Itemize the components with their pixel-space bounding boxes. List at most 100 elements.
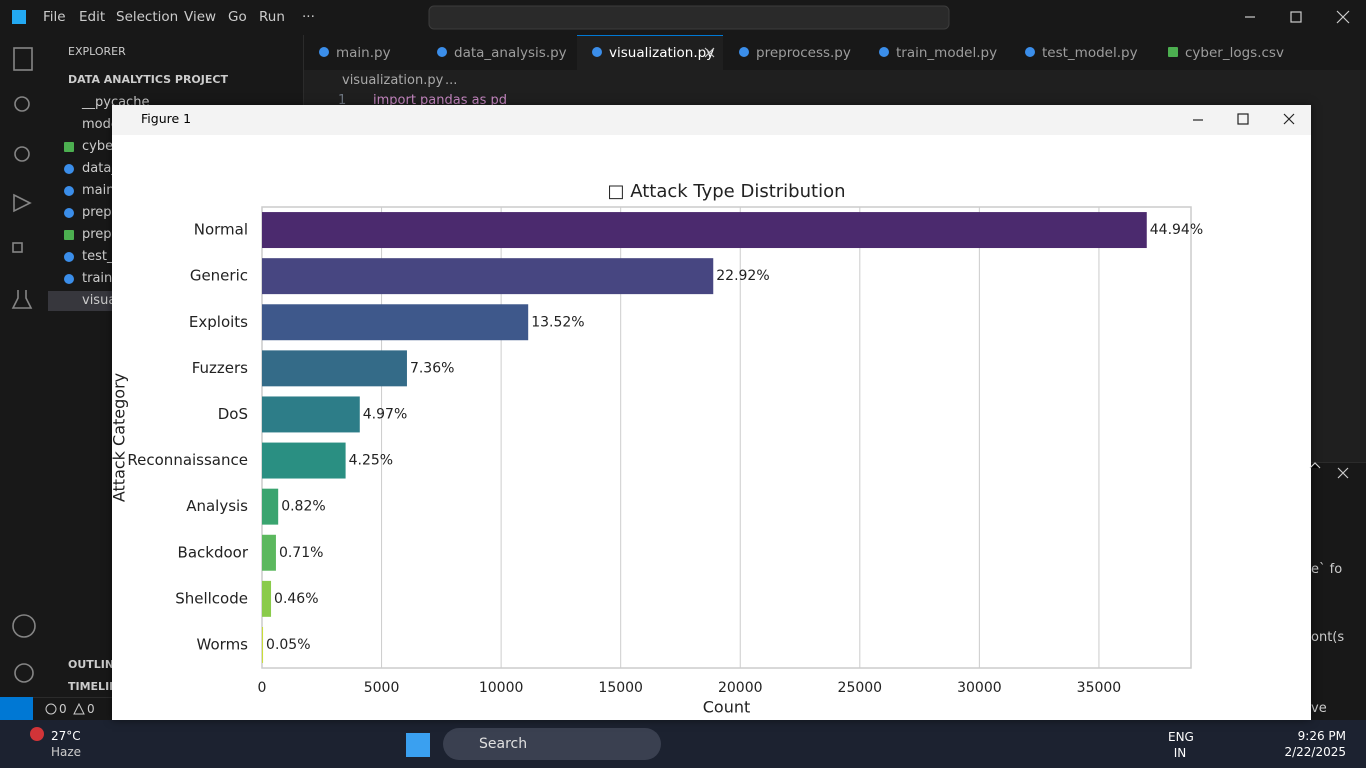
menu-item[interactable]: ··· (302, 9, 315, 25)
explorer-item[interactable]: cyber (82, 139, 119, 154)
explorer-icon (64, 274, 74, 284)
region[interactable]: IN (1173, 746, 1187, 760)
plot-frame (261, 206, 1192, 669)
tab-label[interactable]: cyber_logs.csv (1185, 45, 1284, 61)
terminal-text: ve (1311, 701, 1327, 716)
y-axis-label: Attack Category (110, 373, 129, 502)
language[interactable]: ENG (1168, 730, 1194, 744)
bar (262, 396, 360, 433)
y-tick-label: Worms (197, 635, 249, 653)
figure-title-bar (112, 105, 1311, 135)
tab-label[interactable]: main.py (336, 45, 391, 61)
explorer-item[interactable]: train_ (82, 271, 119, 286)
outline-section[interactable]: OUTLINE (68, 658, 122, 671)
x-tick-label: 25000 (838, 680, 883, 696)
explorer-icon (64, 208, 74, 218)
figure-title: Figure 1 (141, 111, 192, 126)
temperature[interactable]: 27°C (51, 729, 81, 743)
weather[interactable]: Haze (51, 745, 82, 759)
timeline-section[interactable]: TIMELINE (68, 680, 126, 693)
project-header[interactable]: DATA ANALYTICS PROJECT (68, 73, 228, 86)
tab-icon (879, 47, 889, 57)
notification-badge-bg (30, 727, 44, 741)
value-label: 4.25% (349, 453, 393, 469)
x-tick-label: 0 (258, 680, 267, 696)
explorer-title: EXPLORER (68, 45, 126, 58)
activity-bar (0, 35, 48, 697)
bar (262, 488, 279, 525)
code-line: import pandas as pd (373, 93, 508, 108)
bar (262, 442, 346, 479)
bar (262, 350, 407, 387)
warning-icon (73, 702, 85, 715)
y-tick-label: Backdoor (178, 543, 249, 561)
clock-time[interactable]: 9:26 PM (1297, 729, 1346, 743)
tab-icon (319, 47, 329, 57)
breadcrumb[interactable]: visualization.py (342, 73, 444, 88)
explorer-icon (64, 142, 74, 152)
y-tick-label: Generic (190, 267, 248, 285)
app-logo (12, 10, 26, 24)
tab[interactable] (422, 35, 576, 70)
x-tick-label: 15000 (598, 680, 643, 696)
clock-date[interactable]: 2/22/2025 (1284, 745, 1346, 759)
y-tick-label: Shellcode (175, 589, 248, 607)
warning-count[interactable]: 0 (87, 702, 95, 716)
x-tick-label: 5000 (364, 680, 400, 696)
explorer-icon (64, 252, 74, 262)
taskbar-search-label[interactable]: Search (479, 736, 528, 752)
chart-title: □ Attack Type Distribution (608, 181, 846, 202)
breadcrumb[interactable]: ... (445, 73, 458, 88)
value-label: 44.94% (1150, 222, 1203, 238)
window-controls[interactable] (704, 10, 1350, 479)
tab-icon (437, 47, 447, 57)
explorer-item[interactable]: main. (82, 183, 119, 198)
tab-label[interactable]: preprocess.py (756, 45, 851, 61)
explorer-icon (64, 230, 74, 240)
remote-button[interactable] (0, 697, 33, 720)
y-tick-label: Reconnaissance (127, 451, 248, 469)
tab-label[interactable]: train_model.py (896, 45, 998, 61)
menu-item[interactable]: View (184, 9, 217, 25)
error-count[interactable]: 0 (59, 702, 67, 716)
panel (1311, 462, 1366, 698)
terminal-text: ont(s (1311, 630, 1345, 645)
taskbar-search-box[interactable] (443, 728, 661, 760)
explorer-item[interactable]: test_ (82, 249, 114, 264)
value-label: 22.92% (716, 268, 769, 284)
y-tick-label: Fuzzers (192, 359, 248, 377)
explorer-item[interactable]: data_ (82, 161, 118, 176)
value-label: 0.82% (281, 499, 325, 515)
tab-label[interactable]: test_model.py (1042, 45, 1138, 61)
start-button[interactable] (406, 733, 430, 757)
line-number: 1 (338, 93, 347, 108)
explorer-item[interactable]: prepr (82, 227, 117, 242)
figure-window-controls[interactable] (1193, 113, 1295, 125)
tab-label[interactable]: data_analysis.py (454, 45, 567, 61)
x-tick-label: 30000 (957, 680, 1002, 696)
menu-item[interactable]: Go (228, 9, 247, 25)
bar (262, 212, 1147, 249)
value-label: 0.05% (266, 637, 310, 653)
activity-icons (11, 47, 36, 683)
y-tick-label: Analysis (186, 497, 248, 515)
value-label: 13.52% (531, 314, 584, 330)
menu-item[interactable]: Edit (79, 9, 106, 25)
x-tick-label: 20000 (718, 680, 763, 696)
explorer-item[interactable]: prepr (82, 205, 117, 220)
menu-item[interactable]: File (43, 9, 66, 25)
y-tick-label: Normal (194, 221, 248, 239)
menu-item[interactable]: Selection (116, 9, 179, 25)
menu-item[interactable]: Run (259, 9, 285, 25)
value-label: 4.97% (363, 406, 407, 422)
explorer-item[interactable]: mode (82, 117, 119, 132)
bar (262, 258, 714, 295)
bar (262, 580, 272, 617)
x-axis-label: Count (703, 698, 751, 717)
tab-label[interactable]: visualization.py (609, 45, 715, 61)
tab-icon (739, 47, 749, 57)
command-center[interactable] (428, 5, 950, 30)
